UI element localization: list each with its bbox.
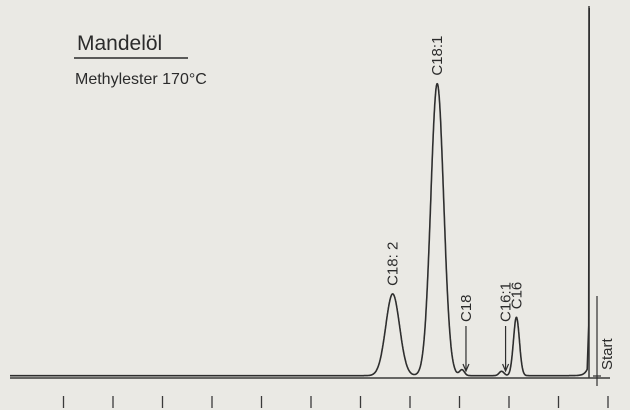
- start-label: Start: [599, 337, 616, 370]
- peak-arrow-head: [502, 363, 510, 373]
- peak-label: C16: [508, 282, 525, 310]
- peak-arrow-head: [462, 363, 470, 373]
- chart-title: Mandelöl: [77, 32, 162, 55]
- x-axis-ticks: [62, 396, 609, 408]
- chart-subtitle: Methylester 170°C: [75, 71, 207, 88]
- chromatogram-trace: [9, 7, 590, 377]
- peak-label: C16:1: [498, 282, 515, 322]
- peak-label: C18:1: [429, 36, 446, 76]
- peak-label: C18: [458, 294, 475, 322]
- peak-label: C18: 2: [385, 242, 402, 286]
